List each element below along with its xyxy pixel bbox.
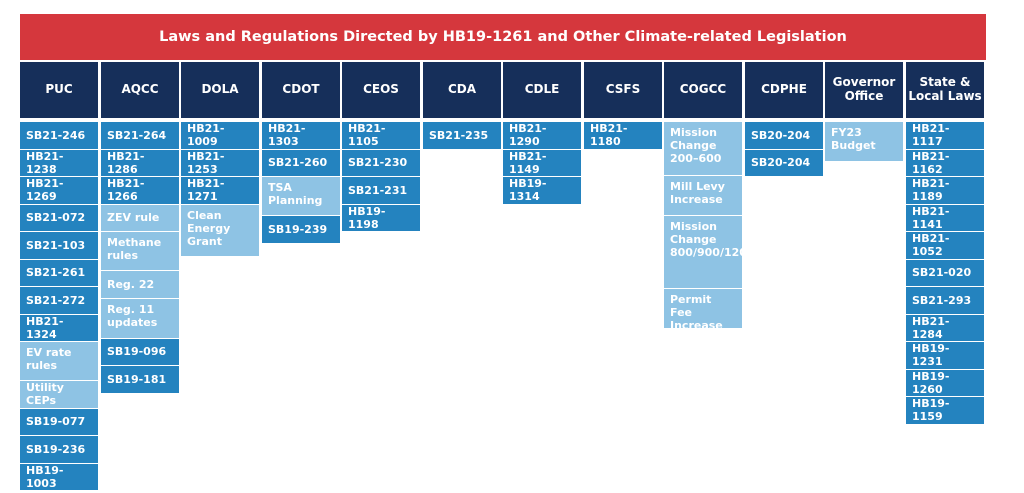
column-aqcc: AQCC SB21-264 HB21-1286 HB21-1266 ZEV rule Me… bbox=[101, 62, 179, 394]
legislation-cell: HB21-1052 bbox=[906, 232, 984, 260]
legislation-cell: HB21-1286 bbox=[101, 149, 179, 177]
legislation-cell: HB21-1105 bbox=[342, 122, 420, 150]
legislation-cell: Utility CEPs bbox=[20, 381, 98, 409]
column-header: Governor Office bbox=[825, 62, 903, 118]
legislation-cell: SB21-261 bbox=[20, 259, 98, 287]
column-dola: DOLA HB21-1009 HB21-1253 HB21-1271 Clean Ene… bbox=[181, 62, 259, 257]
legislation-cell: HB21-1324 bbox=[20, 314, 98, 342]
column-puc: PUC SB21-246 HB21-1238 HB21-1269 SB21-072 SB2… bbox=[20, 62, 98, 491]
legislation-cell: HB19-1314 bbox=[503, 177, 581, 205]
legislation-cell: Mill Levy Increase bbox=[664, 176, 742, 216]
legislation-cell: SB21-260 bbox=[262, 149, 340, 177]
legislation-cell: SB19-181 bbox=[101, 366, 179, 394]
legislation-cell: HB21-1009 bbox=[181, 122, 259, 150]
column-state-local-laws: State & Local Laws HB21-1117 HB21-1162 HB21… bbox=[906, 62, 984, 425]
legislation-cell: HB21-1284 bbox=[906, 314, 984, 342]
legislation-cell: SB21-272 bbox=[20, 287, 98, 315]
legislation-cell: Clean Energy Grant bbox=[181, 204, 259, 257]
column-header: PUC bbox=[20, 62, 98, 118]
column-header: COGCC bbox=[664, 62, 742, 118]
legislation-cell: HB21-1162 bbox=[906, 149, 984, 177]
column-cogcc: COGCC Mission Change 200–600 Mill Levy Inc… bbox=[664, 62, 755, 332]
legislation-cell: SB21-264 bbox=[101, 122, 179, 150]
legislation-cell: HB21-1238 bbox=[20, 149, 98, 177]
column-cdot: CDOT HB21-1303 SB21-260 TSA Planning SB19-23… bbox=[262, 62, 340, 244]
column-header: CDA bbox=[423, 62, 501, 118]
legislation-cell: Methane rules bbox=[101, 232, 179, 271]
legislation-cell: SB19-077 bbox=[20, 408, 98, 436]
column-header: DOLA bbox=[181, 62, 259, 118]
legislation-cell: FY23 Budget bbox=[825, 122, 903, 162]
legislation-cell: HB19-1198 bbox=[342, 204, 420, 232]
legislation-cell: SB21-103 bbox=[20, 232, 98, 260]
legislation-cell: Reg. 22 bbox=[101, 271, 179, 299]
legislation-cell: SB20-204 bbox=[745, 122, 823, 150]
legislation-cell: HB21-1266 bbox=[101, 177, 179, 205]
legislation-cell: SB21-246 bbox=[20, 122, 98, 150]
legislation-cell: SB19-096 bbox=[101, 338, 179, 366]
legislation-cell: HB21-1253 bbox=[181, 149, 259, 177]
legislation-cell: HB19-1159 bbox=[906, 397, 984, 425]
legislation-cell: SB21-072 bbox=[20, 204, 98, 232]
legislation-cell: ZEV rule bbox=[101, 204, 179, 232]
legislation-cell: Reg. 11 updates bbox=[101, 298, 179, 339]
column-cda: CDA SB21-235 bbox=[423, 62, 501, 150]
column-header: CDPHE bbox=[745, 62, 823, 118]
legislation-cell: HB21-1141 bbox=[906, 204, 984, 232]
legislation-cell: SB21-230 bbox=[342, 149, 420, 177]
legislation-cell: HB21-1180 bbox=[584, 122, 662, 150]
column-header: CSFS bbox=[584, 62, 662, 118]
legislation-cell: SB21-235 bbox=[423, 122, 501, 150]
column-governor-office: Governor Office FY23 Budget bbox=[825, 62, 903, 162]
legislation-cell: SB19-236 bbox=[20, 436, 98, 464]
legislation-cell: HB21-1269 bbox=[20, 177, 98, 205]
column-ceos: CEOS HB21-1105 SB21-230 SB21-231 HB19-1198 bbox=[342, 62, 420, 232]
legislation-cell: Mission Change 800/900/1200 bbox=[664, 216, 755, 289]
column-cdle: CDLE HB21-1290 HB21-1149 HB19-1314 bbox=[503, 62, 581, 205]
legislation-cell: Mission Change 200–600 bbox=[664, 122, 742, 176]
column-header: CDLE bbox=[503, 62, 581, 118]
column-csfs: CSFS HB21-1180 bbox=[584, 62, 662, 150]
legislation-cell: SB21-231 bbox=[342, 177, 420, 205]
column-header: State & Local Laws bbox=[906, 62, 984, 118]
legislation-cell: HB21-1271 bbox=[181, 177, 259, 205]
legislation-cell: HB19-1260 bbox=[906, 369, 984, 397]
legislation-cell: SB21-020 bbox=[906, 259, 984, 287]
legislation-cell: HB21-1303 bbox=[262, 122, 340, 150]
column-cdphe: CDPHE SB20-204 SB20-204 bbox=[745, 62, 823, 177]
legislation-cell: Permit Fee Increase bbox=[664, 289, 742, 332]
legislation-cell: SB21-293 bbox=[906, 287, 984, 315]
column-header: AQCC bbox=[101, 62, 179, 118]
chart-title: Laws and Regulations Directed by HB19-12… bbox=[20, 14, 986, 60]
column-header: CEOS bbox=[342, 62, 420, 118]
legislation-cell: HB19-1003 bbox=[20, 463, 98, 491]
legislation-cell: EV rate rules bbox=[20, 342, 98, 381]
legislation-cell: HB21-1290 bbox=[503, 122, 581, 150]
legislation-cell: HB21-1149 bbox=[503, 149, 581, 177]
legislation-cell: HB19-1231 bbox=[906, 342, 984, 370]
column-header: CDOT bbox=[262, 62, 340, 118]
legislation-cell: HB21-1117 bbox=[906, 122, 984, 150]
legislation-cell: HB21-1189 bbox=[906, 177, 984, 205]
legislation-cell: SB19-239 bbox=[262, 216, 340, 244]
legislation-cell: TSA Planning bbox=[262, 177, 340, 216]
legislation-cell: SB20-204 bbox=[745, 149, 823, 177]
